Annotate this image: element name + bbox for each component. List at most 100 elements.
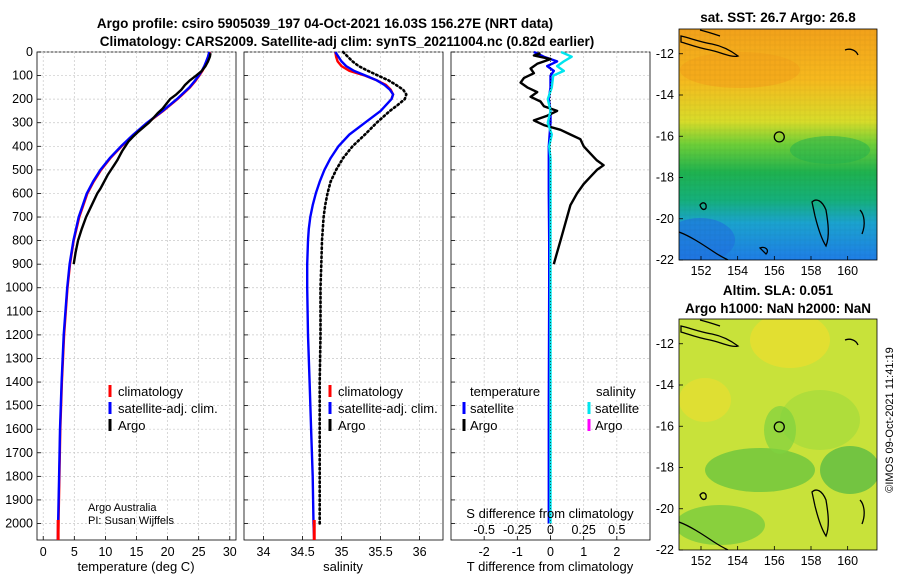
y-tick-label: 1000	[5, 281, 33, 295]
sla-high-2	[679, 378, 731, 422]
tick-labels: 0 5 10 15 20 25 300100200300400500600700800900…	[5, 45, 625, 559]
sla-high-1	[750, 319, 830, 368]
coast-solomon-islands	[680, 35, 740, 58]
x-tick-label: 30	[223, 545, 237, 559]
map-x-tick-label: 156	[764, 264, 785, 278]
x-tick-label: 2	[613, 545, 620, 559]
legend-salinity-title: salinity	[596, 384, 636, 399]
difference-x2label: S difference from climatology	[466, 506, 634, 521]
legend-s-satellite: satellite	[595, 401, 639, 416]
coast-islet-1	[699, 202, 707, 211]
map-x-tick-label: 152	[691, 264, 712, 278]
legend-salinity: climatology satellite-adj. clim. Argo	[328, 384, 438, 433]
coast-islet-2	[844, 338, 859, 346]
legend-satellite: satellite-adj. clim.	[338, 401, 438, 416]
x2-tick-label: 0.25	[571, 523, 595, 537]
y-tick-label: 300	[12, 116, 33, 130]
map-y-tick-label: -22	[656, 253, 674, 267]
sla-coastlines	[679, 319, 865, 550]
legend-climatology: climatology	[338, 384, 404, 399]
legend-temperature-title: temperature	[470, 384, 540, 399]
y-tick-label: 1900	[5, 493, 33, 507]
x-tick-label: 25	[192, 545, 206, 559]
x2-tick-label: -0.25	[503, 523, 532, 537]
series-line	[546, 50, 573, 524]
map-x-tick-label: 156	[764, 554, 785, 568]
series-line	[306, 51, 395, 541]
map-x-tick-label: 154	[727, 264, 748, 278]
sla-low-1	[705, 448, 815, 492]
sla-low-2	[820, 446, 877, 494]
sst-map	[679, 29, 877, 260]
y-tick-label: 100	[12, 69, 33, 83]
x-tick-label: 36	[413, 545, 427, 559]
sst-map-title: sat. SST: 26.7 Argo: 26.8	[700, 10, 856, 25]
float-position-marker	[773, 421, 785, 433]
x-tick-label: 34.5	[290, 545, 314, 559]
y-tick-label: 800	[12, 234, 33, 248]
y-tick-label: 1100	[6, 304, 33, 318]
sla-map	[679, 319, 877, 550]
sla-map-title-1: Altim. SLA: 0.051	[723, 283, 834, 298]
x-tick-label: -2	[479, 545, 490, 559]
coast-north	[699, 319, 721, 327]
y-tick-label: 2000	[5, 516, 33, 530]
legend-difference: temperature salinity satellite Argo sate…	[462, 384, 639, 433]
map-y-tick-label: -22	[656, 543, 674, 557]
map-y-tick-label: -16	[656, 129, 674, 143]
map-x-tick-label: 152	[691, 554, 712, 568]
coast-islet-2	[844, 48, 859, 56]
coast-solomon-islands	[680, 325, 740, 348]
coast-islet-3	[758, 246, 769, 255]
map-y-tick-label: -18	[656, 171, 674, 185]
map-y-tick-label: -12	[656, 337, 674, 351]
float-position-marker	[773, 131, 785, 143]
x-tick-label: 34	[257, 545, 271, 559]
title-line-2: Climatology: CARS2009. Satellite-adj cli…	[100, 34, 594, 49]
map-x-tick-label: 158	[801, 554, 822, 568]
sla-map-title-2: Argo h1000: NaN h2000: NaN	[685, 301, 871, 316]
series-line	[318, 50, 408, 525]
x-tick-label: 35	[335, 545, 349, 559]
salinity-panel	[243, 51, 444, 541]
y-tick-label: 1800	[5, 469, 33, 483]
series-line	[519, 52, 605, 265]
y-tick-label: 1200	[5, 328, 33, 342]
map-x-tick-label: 154	[727, 554, 748, 568]
x-tick-label: 0	[547, 545, 554, 559]
y-tick-label: 1400	[5, 375, 33, 389]
legend-argo: Argo	[338, 418, 365, 433]
map-x-tick-label: 160	[837, 554, 858, 568]
y-tick-label: 700	[12, 210, 33, 224]
y-tick-label: 1500	[5, 399, 33, 413]
legend-satellite: satellite-adj. clim.	[118, 401, 218, 416]
legend-temperature: climatology satellite-adj. clim. Argo	[108, 384, 218, 433]
y-tick-label: 1700	[5, 446, 33, 460]
salinity-xlabel: salinity	[323, 559, 363, 574]
map-y-tick-label: -14	[656, 378, 674, 392]
sst-map-frame	[678, 28, 878, 261]
sla-low-3	[679, 505, 765, 545]
y-tick-label: 600	[12, 186, 33, 200]
legend-t-argo: Argo	[470, 418, 497, 433]
credit-line-1: Argo Australia	[88, 502, 157, 514]
x2-tick-label: 0.5	[608, 523, 625, 537]
sst-pixel-grid	[679, 29, 877, 260]
coast-north	[699, 29, 721, 37]
sla-map-frame	[678, 318, 878, 551]
legend-climatology: climatology	[118, 384, 184, 399]
map-x-tick-label: 160	[837, 264, 858, 278]
map-y-tick-label: -18	[656, 461, 674, 475]
y-tick-label: 200	[12, 92, 33, 106]
legend-s-argo: Argo	[595, 418, 622, 433]
difference-xlabel: T difference from climatology	[467, 559, 634, 574]
y-tick-label: 500	[12, 163, 33, 177]
credit-line-2: PI: Susan Wijffels	[88, 515, 174, 527]
x-tick-label: -1	[512, 545, 523, 559]
map-y-tick-label: -20	[656, 212, 674, 226]
x-tick-label: 5	[71, 545, 78, 559]
sst-map-ticks: 152 154 156 158 160 -12 -14 -16 -18 -20 -22	[656, 47, 858, 278]
temperature-xlabel: temperature (deg C)	[77, 559, 194, 574]
coast-queensland	[679, 521, 729, 550]
